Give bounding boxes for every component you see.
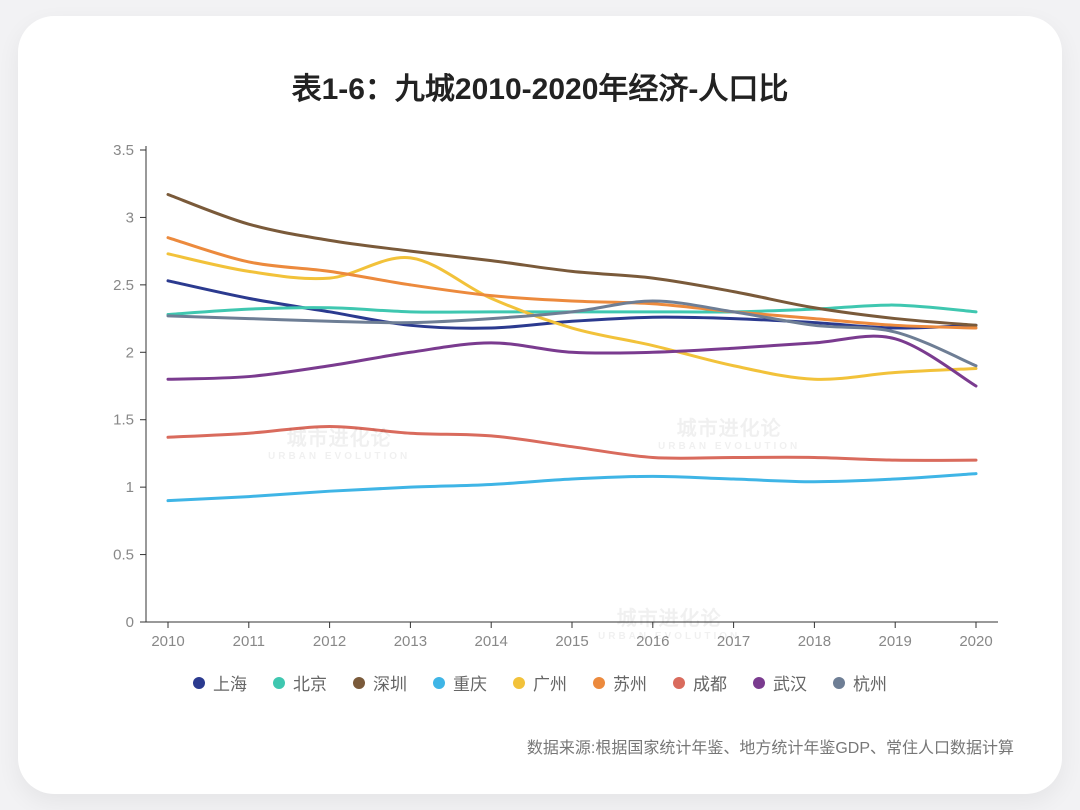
legend-item-guangzhou: 广州 (513, 670, 567, 695)
source-note: 数据来源:根据国家统计年鉴、地方统计年鉴GDP、常住人口数据计算 (527, 734, 1014, 758)
legend-label: 成都 (693, 670, 727, 695)
legend-label: 深圳 (373, 670, 407, 695)
y-tick-label: 3 (126, 209, 134, 226)
series-line-chongqing (168, 474, 976, 501)
legend-label: 广州 (533, 670, 567, 695)
legend-swatch (433, 677, 445, 689)
legend-item-chongqing: 重庆 (433, 670, 487, 695)
chart-title: 表1-6：九城2010-2020年经济-人口比 (58, 64, 1022, 108)
y-tick-label: 1.5 (113, 412, 134, 429)
series-line-chengdu (168, 426, 976, 460)
legend-item-wuhan: 武汉 (753, 670, 807, 695)
legend-swatch (833, 677, 845, 689)
y-tick-label: 0 (126, 614, 134, 631)
legend-swatch (353, 677, 365, 689)
legend-swatch (193, 677, 205, 689)
y-tick-label: 3.5 (113, 142, 134, 159)
x-tick-label: 2015 (555, 633, 588, 650)
legend-item-chengdu: 成都 (673, 670, 727, 695)
series-line-wuhan (168, 336, 976, 386)
legend-swatch (753, 677, 765, 689)
x-tick-label: 2016 (636, 633, 669, 650)
chart-plot-area: 0 0.5 1 1.5 2 2.5 3 3.5 2010 2011 2012 2013 2014 2015… (58, 132, 1022, 662)
chart-card: 表1-6：九城2010-2020年经济-人口比 0 0.5 1 1.5 2 2.5 3 3.5… (18, 16, 1062, 794)
legend-item-hangzhou: 杭州 (833, 670, 887, 695)
x-tick-label: 2010 (151, 633, 184, 650)
legend-label: 上海 (213, 670, 247, 695)
legend-item-shanghai: 上海 (193, 670, 247, 695)
x-tick-label: 2018 (798, 633, 831, 650)
legend-item-shenzhen: 深圳 (353, 670, 407, 695)
legend-swatch (513, 677, 525, 689)
legend-item-suzhou: 苏州 (593, 670, 647, 695)
x-tick-label: 2014 (475, 633, 508, 650)
legend-swatch (273, 677, 285, 689)
series-line-hangzhou (168, 301, 976, 366)
legend-label: 杭州 (853, 670, 887, 695)
y-tick-label: 1 (126, 479, 134, 496)
legend-label: 北京 (293, 670, 327, 695)
y-tick-label: 0.5 (113, 547, 134, 564)
legend-swatch (593, 677, 605, 689)
legend-item-beijing: 北京 (273, 670, 327, 695)
x-tick-label: 2017 (717, 633, 750, 650)
y-tick-label: 2 (126, 344, 134, 361)
legend-label: 武汉 (773, 670, 807, 695)
legend: 上海 北京 深圳 重庆 广州 苏州 成都 武汉 杭州 (58, 670, 1022, 695)
legend-label: 重庆 (453, 670, 487, 695)
y-tick-label: 2.5 (113, 277, 134, 294)
x-tick-label: 2019 (879, 633, 912, 650)
line-chart-svg: 0 0.5 1 1.5 2 2.5 3 3.5 2010 2011 2012 2013 2014 2015… (58, 132, 1022, 662)
x-tick-label: 2020 (959, 633, 992, 650)
x-tick-label: 2013 (394, 633, 427, 650)
legend-swatch (673, 677, 685, 689)
legend-label: 苏州 (613, 670, 647, 695)
x-tick-label: 2011 (233, 633, 265, 650)
x-tick-label: 2012 (313, 633, 346, 650)
